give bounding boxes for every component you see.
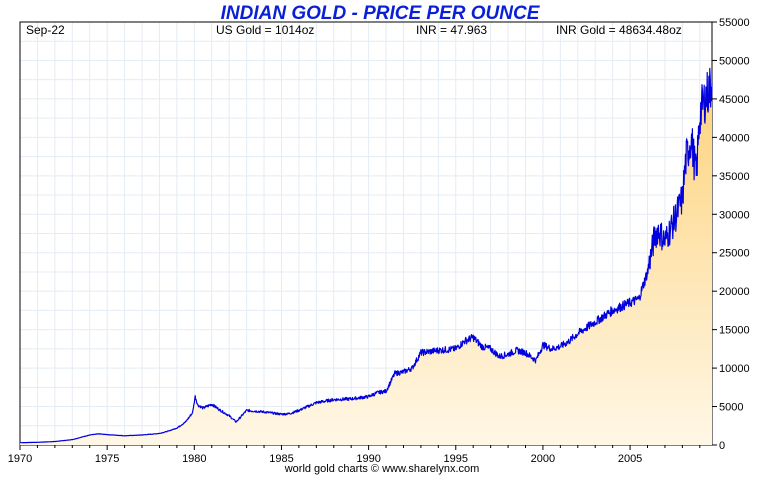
y-tick-label: 30000: [719, 209, 750, 221]
x-tick-label: 1980: [182, 453, 206, 465]
x-tick-label: 1985: [269, 453, 293, 465]
x-tick-label: 2000: [531, 453, 555, 465]
series-line: [19, 67, 713, 444]
x-axis: 1970 1975 1980 1985 1990 1995 2000 2005: [8, 445, 701, 465]
y-tick-label: 45000: [719, 94, 750, 106]
y-tick-label: 35000: [719, 171, 750, 183]
y-tick-label: 10000: [719, 363, 750, 375]
info-inr-gold: INR Gold = 48634.48oz: [556, 23, 682, 37]
info-date: Sep-22: [26, 23, 65, 37]
y-tick-label: 0: [719, 440, 725, 452]
x-tick-label: 2005: [618, 453, 642, 465]
y-tick-label: 50000: [719, 55, 750, 67]
x-tick-label: 1995: [444, 453, 468, 465]
info-us-gold: US Gold = 1014oz: [216, 23, 314, 37]
y-tick-label: 25000: [719, 248, 750, 260]
x-tick-label: 1990: [356, 453, 380, 465]
y-tick-label: 55000: [719, 17, 750, 29]
chart-footer: world gold charts © www.sharelynx.com: [284, 463, 480, 475]
y-tick-label: 15000: [719, 325, 750, 337]
y-tick-label: 20000: [719, 286, 750, 298]
x-tick-label: 1970: [8, 453, 32, 465]
grid-layer: [19, 22, 712, 445]
info-inr-rate: INR = 47.963: [416, 23, 487, 37]
x-tick-label: 1975: [95, 453, 119, 465]
y-tick-label: 40000: [719, 132, 750, 144]
chart-title: INDIAN GOLD - PRICE PER OUNCE: [221, 3, 541, 24]
y-tick-label: 5000: [719, 402, 743, 414]
series-area: [20, 68, 712, 446]
y-axis: 0 5000 10000 15000 20000 25000 30000 35000 40000…: [712, 17, 750, 452]
